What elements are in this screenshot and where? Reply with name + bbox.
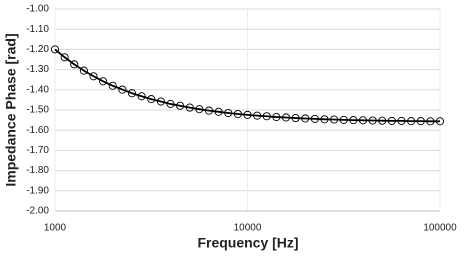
data-point — [118, 85, 127, 94]
y-tick-label: -1.40 — [26, 84, 49, 95]
data-point — [262, 112, 271, 121]
data-point — [330, 115, 339, 124]
data-point — [166, 99, 175, 108]
data-point — [89, 72, 98, 81]
y-tick-label: -1.50 — [26, 105, 49, 116]
data-point — [233, 109, 242, 119]
data-point — [60, 53, 69, 62]
data-point — [156, 97, 165, 106]
data-point — [127, 89, 137, 98]
y-tick-label: -1.20 — [26, 44, 49, 55]
data-point — [320, 115, 329, 124]
data-point — [310, 114, 319, 123]
data-point — [358, 116, 368, 125]
data-point — [339, 115, 348, 124]
data-point — [243, 110, 252, 119]
data-point — [387, 116, 396, 125]
data-point — [253, 111, 262, 120]
data-point — [195, 105, 204, 114]
data-point — [137, 92, 146, 101]
y-tick-label: -1.30 — [26, 64, 49, 75]
data-point — [301, 114, 310, 123]
data-point — [281, 113, 291, 122]
data-point — [99, 77, 108, 86]
y-tick-label: -1.70 — [26, 145, 49, 156]
data-point — [108, 81, 117, 90]
data-point — [397, 116, 406, 125]
data-point — [368, 116, 377, 125]
y-axis-title: Impedance Phase [rad] — [3, 33, 19, 186]
data-point — [204, 106, 214, 115]
data-point — [272, 113, 281, 122]
data-point — [291, 114, 300, 123]
data-point — [176, 101, 185, 110]
data-point — [79, 66, 88, 75]
y-tick-label: -1.60 — [26, 125, 49, 136]
data-point — [426, 117, 435, 126]
y-tick-label: -1.00 — [26, 4, 49, 15]
x-tick-label: 10000 — [234, 223, 262, 234]
data-point — [147, 95, 156, 104]
x-tick-label: 100000 — [423, 223, 457, 234]
x-axis-title: Frequency [Hz] — [197, 235, 298, 251]
data-point — [416, 117, 425, 126]
data-point — [349, 116, 358, 125]
data-point — [50, 45, 60, 54]
y-tick-label: -1.80 — [26, 165, 49, 176]
data-point — [407, 117, 416, 126]
data-point — [214, 107, 223, 116]
x-tick-label: 1000 — [44, 223, 67, 234]
data-point — [70, 60, 79, 69]
data-point — [378, 116, 387, 125]
y-tick-label: -1.10 — [26, 24, 49, 35]
data-point — [435, 117, 445, 126]
y-tick-label: -2.00 — [26, 206, 49, 217]
y-tick-label: -1.90 — [26, 185, 49, 196]
data-point — [224, 108, 233, 118]
data-point — [185, 103, 194, 112]
